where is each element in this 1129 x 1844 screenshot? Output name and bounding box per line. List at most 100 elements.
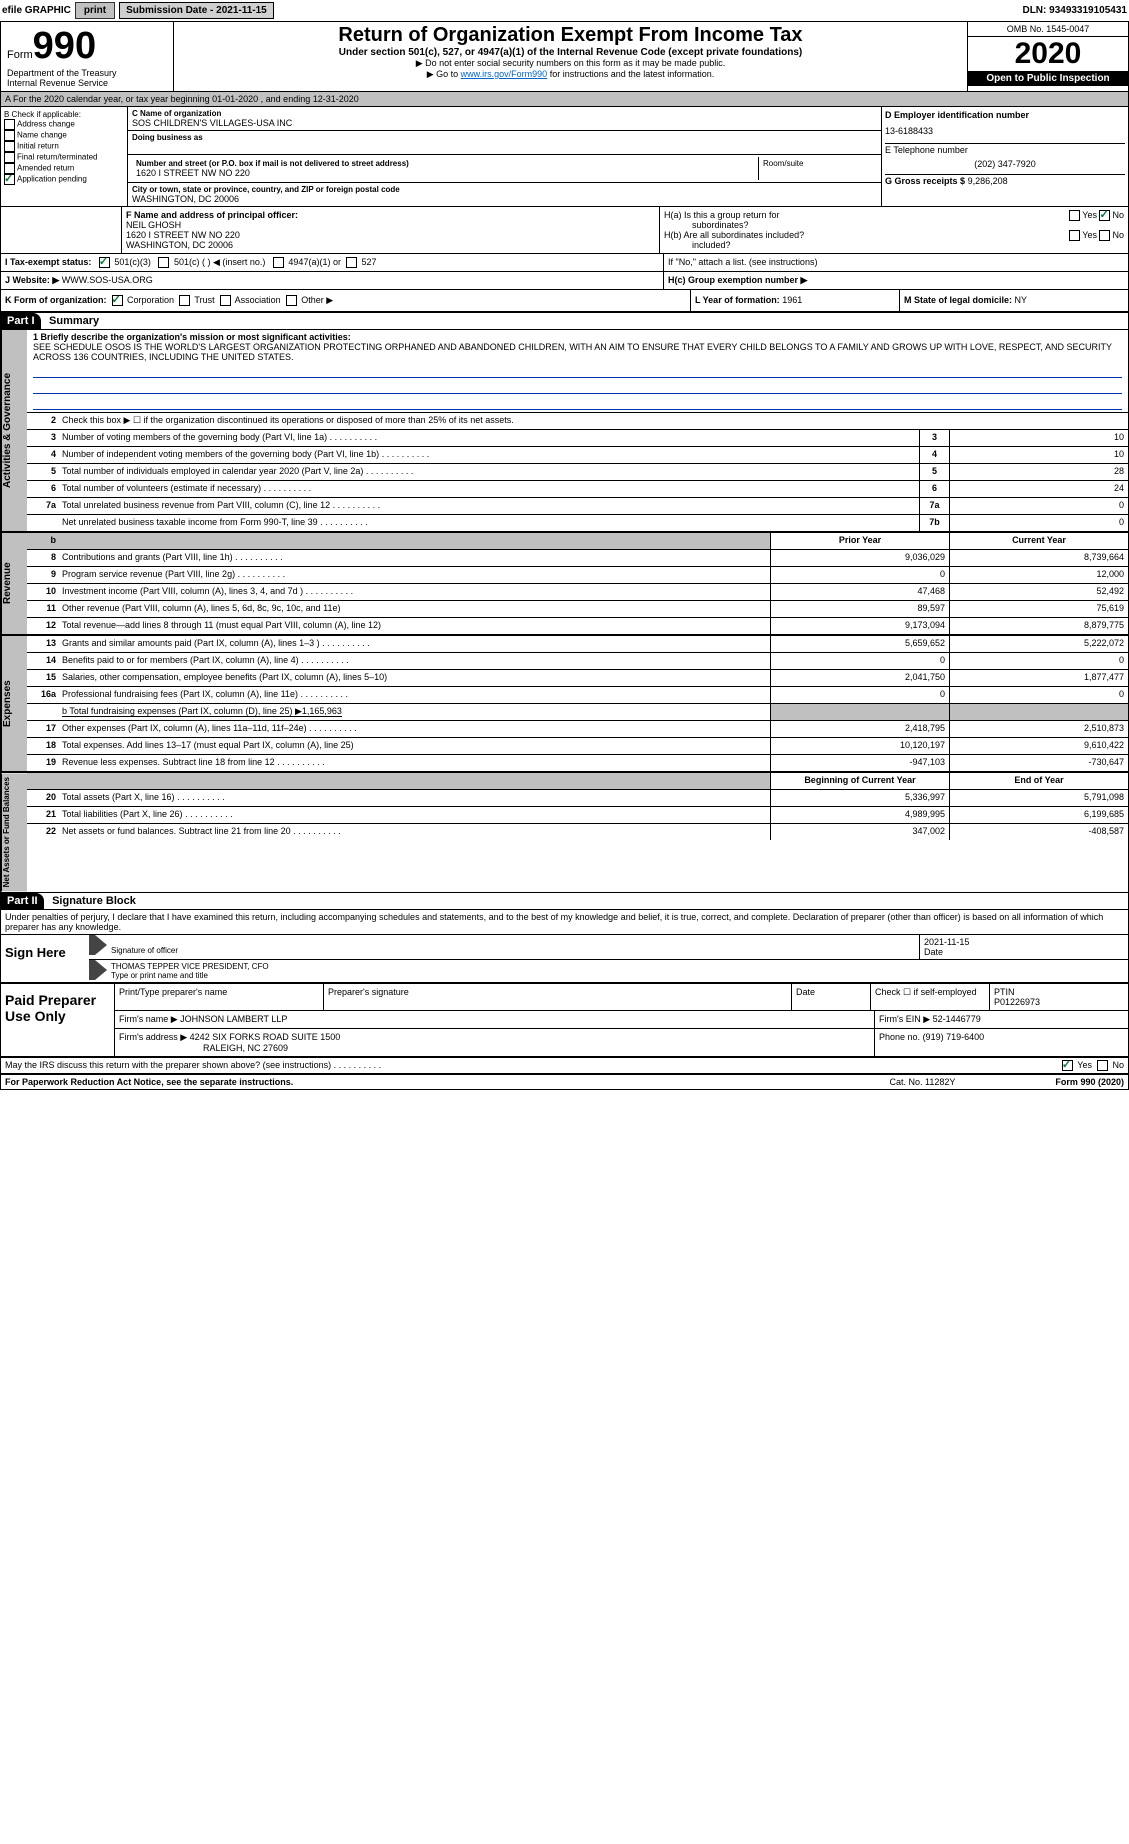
form-subtitle: Under section 501(c), 527, or 4947(a)(1)… xyxy=(176,47,965,58)
cb-corp[interactable] xyxy=(112,295,123,306)
discuss-yes[interactable] xyxy=(1062,1060,1073,1071)
b-header: B Check if applicable: xyxy=(4,110,124,119)
form-footer: Form 990 (2020) xyxy=(1055,1077,1124,1087)
officer-name-field: THOMAS TEPPER VICE PRESIDENT, CFOType or… xyxy=(107,960,1128,982)
begin-year-hdr: Beginning of Current Year xyxy=(770,773,949,789)
part-2-badge: Part II xyxy=(1,893,44,909)
phone-value: (202) 347-7920 xyxy=(885,155,1125,173)
summary-revenue: Revenue bPrior YearCurrent Year 8Contrib… xyxy=(1,531,1128,634)
cb-final-return[interactable]: Final return/terminated xyxy=(4,152,124,163)
discuss-row: May the IRS discuss this return with the… xyxy=(1,1058,1128,1075)
row-k-form-org: K Form of organization: Corporation Trus… xyxy=(1,290,1128,312)
cb-address-change[interactable]: Address change xyxy=(4,119,124,130)
form-org-label: K Form of organization: xyxy=(5,295,107,305)
line-16b: b Total fundraising expenses (Part IX, c… xyxy=(60,704,770,720)
form-title: Return of Organization Exempt From Incom… xyxy=(176,24,965,47)
line-9: Program service revenue (Part VIII, line… xyxy=(60,567,770,583)
cb-other[interactable] xyxy=(286,295,297,306)
col-b-checkboxes: B Check if applicable: Address change Na… xyxy=(1,107,128,206)
officer-city: WASHINGTON, DC 20006 xyxy=(126,240,655,250)
arrow-icon xyxy=(95,935,107,955)
org-name: SOS CHILDREN'S VILLAGES-USA INC xyxy=(132,118,877,128)
line-7a: Total unrelated business revenue from Pa… xyxy=(60,498,919,514)
dept-treasury: Department of the Treasury xyxy=(7,68,167,78)
cat-number: Cat. No. 11282Y xyxy=(890,1077,956,1087)
gross-receipts: G Gross receipts $ 9,286,208 xyxy=(885,176,1125,186)
preparer-date-hdr: Date xyxy=(792,984,871,1010)
cb-trust[interactable] xyxy=(179,295,190,306)
line-3: Number of voting members of the governin… xyxy=(60,430,919,446)
city-label: City or town, state or province, country… xyxy=(132,185,877,194)
dba-cell: Doing business as xyxy=(128,131,881,155)
open-to-public: Open to Public Inspection xyxy=(968,71,1128,86)
cb-527[interactable] xyxy=(346,257,357,268)
part-2-title: Signature Block xyxy=(52,895,136,907)
line-2: Check this box ▶ ☐ if the organization d… xyxy=(60,413,1128,429)
paid-preparer-block: Paid Preparer Use Only Print/Type prepar… xyxy=(1,984,1128,1058)
ha-yes[interactable] xyxy=(1069,210,1080,221)
preparer-sig-hdr: Preparer's signature xyxy=(324,984,792,1010)
discuss-question: May the IRS discuss this return with the… xyxy=(5,1060,381,1071)
hb-no[interactable] xyxy=(1099,230,1110,241)
principal-officer: F Name and address of principal officer:… xyxy=(122,207,660,253)
dln: DLN: 93493319105431 xyxy=(1022,5,1127,16)
org-name-label: C Name of organization xyxy=(132,109,877,118)
signature-block: Sign Here Signature of officer 2021-11-1… xyxy=(1,934,1128,984)
prior-year-hdr: Prior Year xyxy=(770,533,949,549)
signature-declaration: Under penalties of perjury, I declare th… xyxy=(1,910,1128,934)
part-1-badge: Part I xyxy=(1,313,41,329)
submission-date: Submission Date - 2021-11-15 xyxy=(119,2,274,19)
line-10: Investment income (Part VIII, column (A)… xyxy=(60,584,770,600)
efile-label: efile GRAPHIC xyxy=(2,5,71,16)
cb-assoc[interactable] xyxy=(220,295,231,306)
irs-link[interactable]: www.irs.gov/Form990 xyxy=(461,69,548,79)
officer-signature-field[interactable]: Signature of officer xyxy=(107,935,919,959)
row-b-c-d: B Check if applicable: Address change Na… xyxy=(1,107,1128,207)
tax-year: 2020 xyxy=(968,37,1128,71)
cb-501c[interactable] xyxy=(158,257,169,268)
cb-name-change[interactable]: Name change xyxy=(4,130,124,141)
form-container: Form990 Department of the Treasury Inter… xyxy=(0,21,1129,1090)
summary-net-assets: Net Assets or Fund Balances Beginning of… xyxy=(1,771,1128,891)
cb-4947[interactable] xyxy=(273,257,284,268)
instruction-ssn: ▶ Do not enter social security numbers o… xyxy=(176,58,965,69)
line-3-val: 10 xyxy=(949,430,1128,446)
hb-yes[interactable] xyxy=(1069,230,1080,241)
ha-label: H(a) Is this a group return for xyxy=(664,210,780,220)
ha-no[interactable] xyxy=(1099,210,1110,221)
line-5: Total number of individuals employed in … xyxy=(60,464,919,480)
cb-501c3[interactable] xyxy=(99,257,110,268)
ein-label: D Employer identification number xyxy=(885,110,1125,120)
firm-name: Firm's name ▶ JOHNSON LAMBERT LLP xyxy=(115,1011,875,1028)
officer-street: 1620 I STREET NW NO 220 xyxy=(126,230,655,240)
end-year-hdr: End of Year xyxy=(949,773,1128,789)
officer-name: NEIL GHOSH xyxy=(126,220,655,230)
officer-label: F Name and address of principal officer: xyxy=(126,210,298,220)
cb-amended-return[interactable]: Amended return xyxy=(4,163,124,174)
discuss-no[interactable] xyxy=(1097,1060,1108,1071)
line-17: Other expenses (Part IX, column (A), lin… xyxy=(60,721,770,737)
line-21: Total liabilities (Part X, line 26) xyxy=(60,807,770,823)
irs-label: Internal Revenue Service xyxy=(7,78,167,88)
firm-phone: Phone no. (919) 719-6400 xyxy=(875,1029,1128,1056)
line-6: Total number of volunteers (estimate if … xyxy=(60,481,919,497)
line-8: Contributions and grants (Part VIII, lin… xyxy=(60,550,770,566)
line-18: Total expenses. Add lines 13–17 (must eq… xyxy=(60,738,770,754)
arrow-icon xyxy=(95,960,107,980)
print-button[interactable]: print xyxy=(75,2,115,19)
current-year-hdr: Current Year xyxy=(949,533,1128,549)
line-14: Benefits paid to or for members (Part IX… xyxy=(60,653,770,669)
self-employed-check[interactable]: Check ☐ if self-employed xyxy=(871,984,990,1010)
street-value: 1620 I STREET NW NO 220 xyxy=(136,168,754,178)
sidebar-revenue: Revenue xyxy=(1,533,27,634)
cb-initial-return[interactable]: Initial return xyxy=(4,141,124,152)
instruction-goto: ▶ Go to www.irs.gov/Form990 for instruct… xyxy=(176,69,965,80)
room-suite: Room/suite xyxy=(758,157,877,180)
top-bar: efile GRAPHIC print Submission Date - 20… xyxy=(0,0,1129,21)
line-16a: Professional fundraising fees (Part IX, … xyxy=(60,687,770,703)
summary-governance: Activities & Governance 1 Briefly descri… xyxy=(1,330,1128,531)
line-19: Revenue less expenses. Subtract line 18 … xyxy=(60,755,770,771)
line-15: Salaries, other compensation, employee b… xyxy=(60,670,770,686)
cb-application-pending[interactable]: Application pending xyxy=(4,174,124,185)
mission-text: SEE SCHEDULE OSOS IS THE WORLD'S LARGEST… xyxy=(33,342,1122,362)
